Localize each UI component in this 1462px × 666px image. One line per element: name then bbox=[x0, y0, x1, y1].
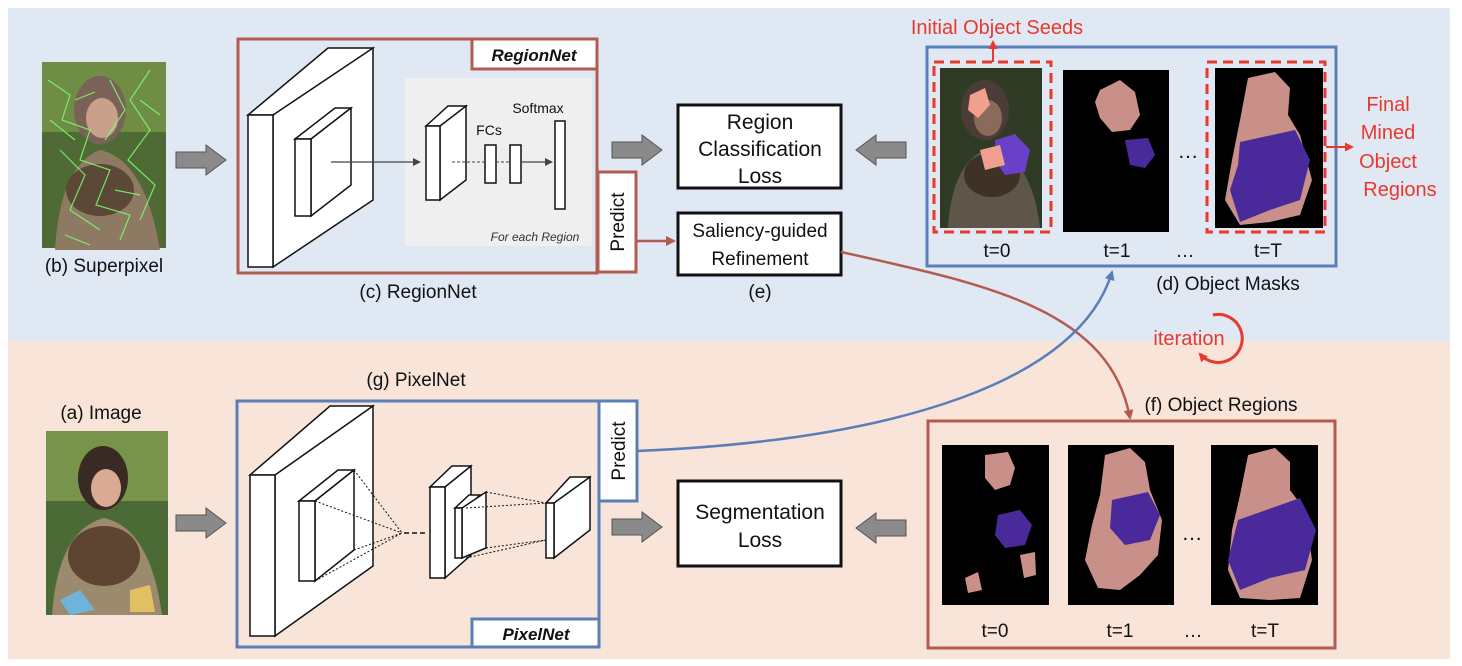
regions-dots: … bbox=[1182, 522, 1203, 545]
object-masks-frame bbox=[925, 45, 1338, 268]
regionnet-predict-label: Predict bbox=[608, 192, 629, 252]
masks-tT-label: t=T bbox=[1254, 241, 1282, 262]
e-caption: (e) bbox=[748, 282, 771, 303]
arrow-regions-to-seg-loss bbox=[855, 512, 907, 544]
pixelnet-middle-block bbox=[428, 464, 487, 580]
pixelnet-predict-box bbox=[597, 399, 639, 503]
regionnet-frame bbox=[236, 37, 599, 275]
regions-t1-label: t=1 bbox=[1107, 621, 1134, 642]
final-line3: Object bbox=[1359, 151, 1417, 173]
mask-t1 bbox=[1063, 70, 1169, 232]
masks-t0-label: t=0 bbox=[984, 241, 1011, 262]
arrow-superpixel-to-regionnet bbox=[175, 144, 227, 176]
iteration-label: iteration bbox=[1153, 328, 1224, 350]
for-each-region-label: For each Region bbox=[491, 230, 580, 244]
region-classification-loss-box bbox=[676, 103, 843, 190]
saliency-refinement-box bbox=[676, 211, 843, 277]
masks-dots-bottom: … bbox=[1176, 241, 1195, 262]
region-t0 bbox=[942, 445, 1049, 605]
arrow-masks-to-loss bbox=[855, 134, 907, 166]
region-loss-line2: Classification bbox=[698, 138, 822, 161]
pixelnet-tag: PixelNet bbox=[502, 625, 570, 644]
regionnet-feature-block bbox=[424, 104, 468, 202]
arrow-regionnet-to-loss bbox=[611, 134, 663, 166]
mask-tT bbox=[1215, 68, 1323, 228]
object-regions-caption: (f) Object Regions bbox=[1144, 395, 1297, 416]
regions-tT-label: t=T bbox=[1251, 621, 1279, 642]
pixelnet-frame bbox=[235, 399, 601, 649]
masks-dots: … bbox=[1178, 140, 1199, 163]
saliency-line1: Saliency-guided bbox=[692, 221, 827, 242]
arrow-saliency-to-object-regions bbox=[840, 250, 1134, 420]
masks-t1-label: t=1 bbox=[1104, 241, 1131, 262]
mask-t0-image bbox=[940, 68, 1042, 228]
input-image bbox=[46, 431, 168, 615]
saliency-line2: Refinement bbox=[711, 249, 809, 270]
image-caption: (a) Image bbox=[60, 403, 141, 424]
pixelnet-predict-label: Predict bbox=[609, 421, 630, 481]
regions-t0-label: t=0 bbox=[982, 621, 1009, 642]
pixelnet-output-block bbox=[544, 475, 592, 560]
seg-loss-line2: Loss bbox=[738, 529, 782, 552]
regionnet-predict-box bbox=[596, 170, 638, 274]
arrow-pixelnet-to-object-masks bbox=[636, 270, 1115, 453]
object-regions-frame bbox=[926, 419, 1337, 650]
regionnet-tag-box bbox=[470, 37, 599, 71]
regions-dots-bottom: … bbox=[1184, 621, 1203, 642]
softmax-label: Softmax bbox=[512, 100, 563, 116]
final-line2: Mined bbox=[1361, 122, 1415, 144]
region-t1 bbox=[1068, 445, 1174, 605]
final-line4: Regions bbox=[1363, 179, 1436, 201]
pixelnet-tag-box bbox=[470, 617, 601, 649]
iteration-cycle-icon bbox=[1198, 312, 1244, 364]
pixelnet-receptive-lines-2 bbox=[465, 491, 547, 559]
pixelnet-caption: (g) PixelNet bbox=[366, 370, 466, 391]
regionnet-conv-block bbox=[245, 46, 376, 269]
arrow-pixelnet-to-seg-loss bbox=[611, 511, 663, 543]
fcs-label: FCs bbox=[476, 122, 502, 138]
initial-seeds-highlight bbox=[932, 60, 1053, 234]
object-masks-caption: (d) Object Masks bbox=[1156, 274, 1300, 295]
regionnet-tag: RegionNet bbox=[492, 46, 578, 65]
fc-layer-2 bbox=[509, 144, 522, 184]
pixelnet-receptive-lines-1 bbox=[314, 469, 403, 582]
region-loss-line1: Region bbox=[727, 111, 794, 134]
superpixel-caption: (b) Superpixel bbox=[45, 256, 163, 277]
superpixel-image bbox=[42, 62, 166, 250]
arrow-image-to-pixelnet bbox=[175, 507, 227, 539]
region-tT bbox=[1211, 445, 1318, 605]
initial-seeds-label: Initial Object Seeds bbox=[911, 17, 1083, 39]
region-loss-line3: Loss bbox=[738, 165, 782, 188]
pixelnet-encoder-block bbox=[247, 404, 376, 638]
final-line1: Final bbox=[1366, 94, 1409, 116]
regionnet-caption: (c) RegionNet bbox=[359, 282, 477, 303]
seg-loss-line1: Segmentation bbox=[695, 501, 825, 524]
softmax-layer bbox=[554, 120, 566, 210]
segmentation-loss-box bbox=[676, 479, 843, 568]
fc-layer-1 bbox=[484, 144, 497, 184]
